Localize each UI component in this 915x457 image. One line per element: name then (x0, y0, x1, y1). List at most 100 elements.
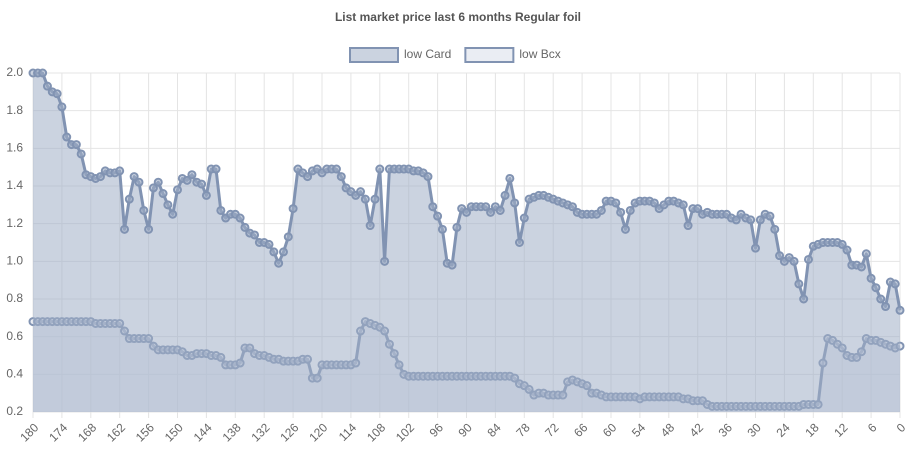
x-tick-label: 126 (277, 420, 301, 444)
data-point (500, 190, 510, 200)
data-point (861, 249, 871, 259)
data-point (38, 68, 48, 78)
x-tick-label: 90 (456, 420, 476, 440)
x-tick-label: 42 (687, 420, 707, 440)
x-tick-label: 156 (133, 420, 157, 444)
data-point (211, 164, 221, 174)
data-point (837, 239, 847, 249)
x-tick-label: 84 (484, 420, 504, 440)
x-tick-label: 180 (17, 420, 41, 444)
data-point (76, 149, 86, 159)
x-tick-label: 60 (600, 420, 620, 440)
data-point (799, 294, 809, 304)
x-tick-label: 162 (104, 420, 128, 444)
data-point (433, 211, 443, 221)
data-point (481, 202, 491, 212)
x-tick-label: 6 (865, 420, 880, 435)
legend-label: low Card (404, 47, 451, 61)
data-point (649, 198, 659, 208)
data-point (283, 232, 293, 242)
x-tick-label: 30 (745, 420, 765, 440)
data-point (158, 189, 168, 199)
x-tick-label: 132 (249, 420, 273, 444)
x-tick-label: 150 (162, 420, 186, 444)
x-tick-label: 54 (629, 420, 649, 440)
data-point (274, 258, 284, 268)
x-tick-label: 96 (427, 420, 447, 440)
data-point (596, 205, 606, 215)
data-point (789, 256, 799, 266)
data-point (52, 89, 62, 99)
y-tick-label: 1.2 (6, 216, 23, 230)
data-point (380, 256, 390, 266)
data-point (683, 221, 693, 231)
y-tick-label: 1.0 (6, 254, 23, 268)
x-tick-label: 174 (46, 420, 70, 444)
data-point (871, 283, 881, 293)
data-point (856, 262, 866, 272)
data-point (625, 205, 635, 215)
data-point (510, 198, 520, 208)
data-point (611, 198, 621, 208)
data-point (124, 194, 134, 204)
x-tick-label: 102 (393, 420, 417, 444)
x-tick-label: 24 (773, 420, 793, 440)
y-tick-label: 0.4 (6, 367, 23, 381)
data-point (693, 204, 703, 214)
data-point (567, 202, 577, 212)
data-point (144, 224, 154, 234)
series-area (33, 73, 900, 412)
data-point (115, 166, 125, 176)
x-tick-label: 108 (364, 420, 388, 444)
data-point (303, 172, 313, 182)
x-tick-label: 144 (191, 420, 215, 444)
data-point (890, 279, 900, 289)
data-point (616, 207, 626, 217)
data-point (168, 209, 178, 219)
legend-swatch (349, 47, 399, 63)
y-tick-label: 0.6 (6, 329, 23, 343)
x-tick-label: 120 (306, 420, 330, 444)
y-tick-label: 2.0 (6, 65, 23, 79)
data-point (794, 279, 804, 289)
data-point (365, 221, 375, 231)
data-point (751, 243, 760, 253)
x-tick-label: 66 (571, 420, 591, 440)
data-point (264, 239, 274, 249)
data-point (428, 202, 438, 212)
x-tick-label: 12 (831, 420, 851, 440)
data-point (803, 254, 813, 264)
data-point (881, 302, 891, 312)
data-point (163, 200, 173, 210)
data-point (866, 273, 876, 283)
data-point (182, 175, 192, 185)
x-tick-label: 168 (75, 420, 99, 444)
y-tick-label: 1.6 (6, 141, 23, 155)
data-point (71, 140, 81, 150)
data-point (129, 172, 139, 182)
data-point (216, 205, 226, 215)
data-point (356, 187, 366, 197)
data-point (197, 179, 207, 189)
x-tick-label: 0 (894, 420, 909, 435)
data-point (842, 245, 852, 255)
data-point (375, 164, 385, 174)
data-point (331, 164, 341, 174)
data-point (153, 177, 163, 187)
x-tick-label: 114 (336, 420, 360, 444)
data-point (620, 224, 630, 234)
x-tick-label: 48 (658, 420, 678, 440)
data-point (678, 200, 688, 210)
data-point (895, 305, 905, 315)
data-point (746, 215, 756, 225)
data-point (452, 222, 462, 232)
data-point (288, 204, 298, 214)
data-point (95, 172, 105, 182)
data-point (486, 207, 496, 217)
data-point (765, 211, 775, 221)
data-point (187, 170, 197, 180)
legend-swatch (464, 47, 515, 63)
data-point (42, 81, 52, 91)
data-point (731, 215, 741, 225)
data-point (120, 224, 130, 234)
